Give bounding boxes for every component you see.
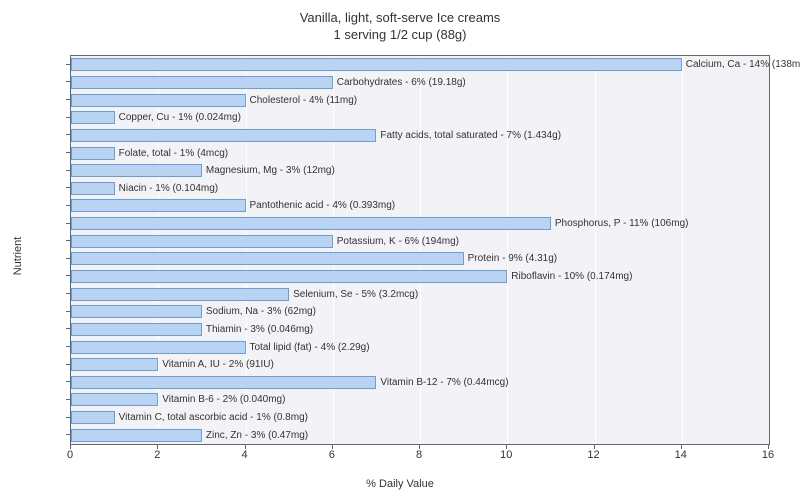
- title-line2: 1 serving 1/2 cup (88g): [0, 27, 800, 44]
- bar-label: Selenium, Se - 5% (3.2mcg): [289, 288, 418, 301]
- bar: [71, 358, 158, 371]
- x-tick-label: 4: [241, 449, 247, 461]
- bar-label: Vitamin A, IU - 2% (91IU): [158, 358, 274, 371]
- gridline: [682, 56, 683, 444]
- plot-area: Calcium, Ca - 14% (138mg)Carbohydrates -…: [70, 55, 770, 445]
- y-tick-mark: [66, 64, 70, 65]
- bar-label: Pantothenic acid - 4% (0.393mg): [246, 199, 396, 212]
- title-line1: Vanilla, light, soft-serve Ice creams: [0, 10, 800, 27]
- bar-label: Total lipid (fat) - 4% (2.29g): [246, 341, 370, 354]
- x-tick-label: 6: [329, 449, 335, 461]
- x-tick-label: 0: [67, 449, 73, 461]
- x-tick-label: 2: [154, 449, 160, 461]
- bar: [71, 252, 464, 265]
- bar-label: Vitamin C, total ascorbic acid - 1% (0.8…: [115, 411, 308, 424]
- bar: [71, 305, 202, 318]
- bar: [71, 341, 246, 354]
- y-tick-mark: [66, 117, 70, 118]
- bar: [71, 217, 551, 230]
- bar-label: Fatty acids, total saturated - 7% (1.434…: [376, 129, 561, 142]
- bar-label: Potassium, K - 6% (194mg): [333, 235, 459, 248]
- bar-label: Cholesterol - 4% (11mg): [246, 94, 358, 107]
- y-tick-mark: [66, 311, 70, 312]
- y-tick-mark: [66, 364, 70, 365]
- bar: [71, 429, 202, 442]
- bar: [71, 94, 246, 107]
- bar-label: Calcium, Ca - 14% (138mg): [682, 58, 800, 71]
- bar-label: Folate, total - 1% (4mcg): [115, 147, 228, 160]
- bar: [71, 288, 289, 301]
- y-tick-mark: [66, 258, 70, 259]
- chart-container: Vanilla, light, soft-serve Ice creams 1 …: [0, 0, 800, 500]
- y-tick-mark: [66, 240, 70, 241]
- y-tick-mark: [66, 381, 70, 382]
- gridline: [595, 56, 596, 444]
- bar-label: Protein - 9% (4.31g): [464, 252, 558, 265]
- bar: [71, 164, 202, 177]
- bar: [71, 393, 158, 406]
- bar: [71, 58, 682, 71]
- bar: [71, 111, 115, 124]
- bar-label: Vitamin B-12 - 7% (0.44mcg): [376, 376, 508, 389]
- y-tick-mark: [66, 223, 70, 224]
- y-tick-mark: [66, 152, 70, 153]
- y-tick-mark: [66, 134, 70, 135]
- bar: [71, 323, 202, 336]
- bar-label: Carbohydrates - 6% (19.18g): [333, 76, 466, 89]
- bar-label: Zinc, Zn - 3% (0.47mg): [202, 429, 308, 442]
- bar-label: Copper, Cu - 1% (0.024mg): [115, 111, 241, 124]
- bar: [71, 411, 115, 424]
- bar: [71, 76, 333, 89]
- bar: [71, 376, 376, 389]
- chart-title: Vanilla, light, soft-serve Ice creams 1 …: [0, 0, 800, 44]
- bar: [71, 147, 115, 160]
- bar: [71, 199, 246, 212]
- bar-label: Thiamin - 3% (0.046mg): [202, 323, 313, 336]
- y-tick-mark: [66, 346, 70, 347]
- bar-label: Niacin - 1% (0.104mg): [115, 182, 218, 195]
- bar-label: Magnesium, Mg - 3% (12mg): [202, 164, 335, 177]
- bar-label: Vitamin B-6 - 2% (0.040mg): [158, 393, 285, 406]
- y-tick-mark: [66, 434, 70, 435]
- x-tick-label: 14: [675, 449, 687, 461]
- y-tick-mark: [66, 293, 70, 294]
- bar-label: Riboflavin - 10% (0.174mg): [507, 270, 632, 283]
- x-tick-label: 10: [500, 449, 512, 461]
- y-tick-mark: [66, 99, 70, 100]
- bar-label: Phosphorus, P - 11% (106mg): [551, 217, 689, 230]
- bar: [71, 182, 115, 195]
- bar-label: Sodium, Na - 3% (62mg): [202, 305, 316, 318]
- y-tick-mark: [66, 399, 70, 400]
- bar: [71, 270, 507, 283]
- x-tick-label: 8: [416, 449, 422, 461]
- y-tick-mark: [66, 328, 70, 329]
- bar: [71, 235, 333, 248]
- x-axis-label: % Daily Value: [366, 478, 434, 490]
- y-tick-mark: [66, 170, 70, 171]
- y-tick-mark: [66, 81, 70, 82]
- y-axis-label: Nutrient: [12, 237, 24, 276]
- bar: [71, 129, 376, 142]
- y-tick-mark: [66, 205, 70, 206]
- x-tick-label: 16: [762, 449, 774, 461]
- y-tick-mark: [66, 417, 70, 418]
- x-tick-label: 12: [587, 449, 599, 461]
- y-tick-mark: [66, 275, 70, 276]
- y-tick-mark: [66, 187, 70, 188]
